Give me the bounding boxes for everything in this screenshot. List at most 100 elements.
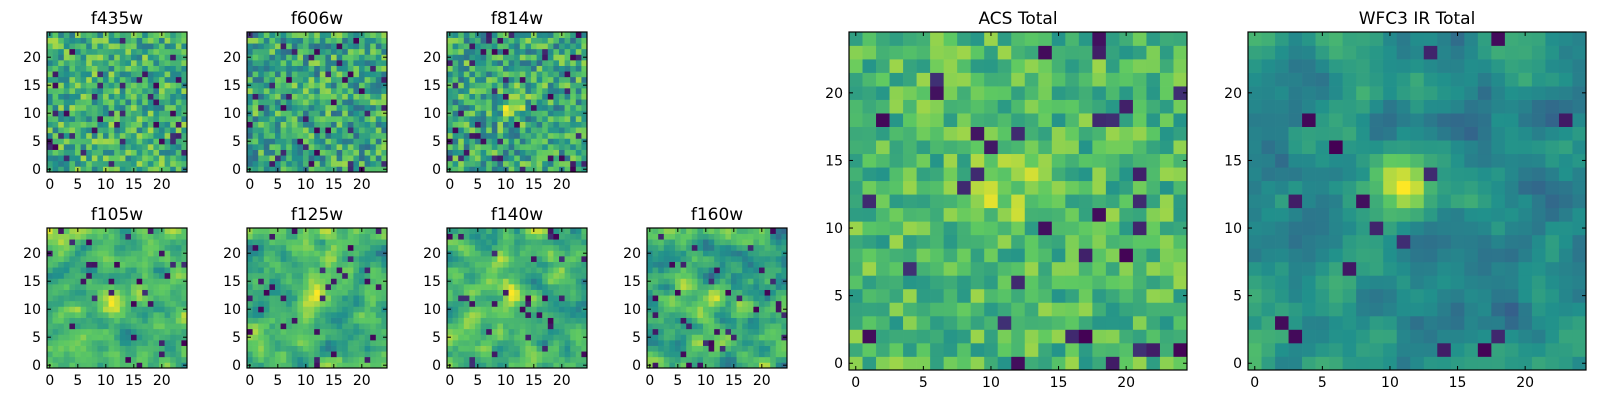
heatmap-cell [469,48,476,55]
heatmap-cell [258,166,265,173]
heatmap-cell [458,43,465,50]
heatmap-cell [1119,261,1134,276]
heatmap-cell [359,43,365,50]
heatmap-cell [781,328,788,335]
heatmap-cell [286,356,293,363]
heatmap-cell [52,233,59,240]
heatmap-cell [63,272,70,279]
heatmap-cell [547,256,554,262]
heatmap-cell [325,88,332,94]
heatmap-cell [247,48,253,55]
heatmap-cell [714,317,721,324]
heatmap-cell [291,239,298,246]
heatmap-cell [1159,275,1174,290]
heatmap-cell [52,244,59,251]
heatmap-cell [297,99,304,106]
heatmap-cell [258,71,265,78]
x-tick-label: 10 [297,177,315,193]
heatmap-cell [519,306,526,313]
heatmap-cell [1051,261,1066,276]
heatmap-cell [97,295,104,302]
heatmap-cell [475,261,481,268]
heatmap-cell [342,323,349,330]
heatmap-cell [164,278,171,285]
heatmap-cell [1159,180,1174,195]
heatmap-cell [291,340,298,346]
heatmap-cell [97,239,104,246]
heatmap-cell [731,356,737,363]
heatmap-cell [159,256,165,262]
heatmap-cell [280,239,287,246]
heatmap-cell [131,127,137,134]
heatmap-cell [1092,342,1107,357]
heatmap-cell [686,351,693,358]
heatmap-cell [469,312,476,318]
heatmap-cell [291,328,298,335]
heatmap-cell [930,342,944,357]
heatmap-cell [297,267,304,274]
heatmap-cell [308,278,315,285]
heatmap-cell [342,250,349,257]
heatmap-cell [297,334,304,341]
heatmap-cell [175,233,182,240]
heatmap-cell [170,317,177,324]
heatmap-cell [108,121,115,128]
heatmap-cell [957,302,972,317]
heatmap-cell [52,32,59,38]
heatmap-cell [286,317,293,324]
heatmap-cell [69,37,76,44]
heatmap-cell [570,300,577,307]
heatmap-cell [680,239,687,246]
heatmap-cell [75,351,81,358]
heatmap-cell [370,289,377,296]
heatmap-cell [686,317,693,324]
heatmap-cell [480,127,487,134]
heatmap-cell [142,250,149,257]
heatmap-cell [263,149,270,156]
heatmap-cell [119,356,126,363]
heatmap-cell [458,93,465,100]
heatmap-cell [63,362,70,369]
heatmap-cell [581,99,588,106]
heatmap-cell [503,71,509,78]
heatmap-cell [475,300,481,307]
heatmap-cell [142,362,149,369]
heatmap-cell [680,323,687,330]
heatmap-cell [375,121,382,128]
heatmap-cell [375,362,382,369]
heatmap-cell [647,256,653,262]
heatmap-cell [108,93,115,100]
heatmap-cell [80,116,87,122]
heatmap-cell [125,155,132,162]
heatmap-cell [80,289,87,296]
heatmap-cell [458,138,465,145]
heatmap-cell [570,295,577,302]
heatmap-cell [581,284,588,290]
heatmap-cell [497,71,504,78]
heatmap-cell [1065,234,1080,249]
heatmap-cell [275,334,281,341]
heatmap-cell [114,323,121,330]
heatmap-cell [903,167,917,182]
heatmap-cell [125,345,132,352]
heatmap-cell [147,345,154,352]
heatmap-cell [647,351,653,358]
heatmap-cell [531,289,537,296]
heatmap-cell [336,82,343,89]
heatmap-cell [714,256,721,262]
heatmap-cell [370,244,377,251]
heatmap-cell [103,356,109,363]
heatmap-cell [170,48,177,55]
heatmap-cell [286,334,293,341]
heatmap-cell [1146,167,1161,182]
heatmap-cell [1119,342,1134,357]
heatmap-cell [359,295,365,302]
heatmap-cell [486,54,493,61]
heatmap-cell [519,60,526,66]
heatmap-cell [480,149,487,156]
heatmap-cell [916,194,931,209]
heatmap-cell [503,328,509,335]
heatmap-cell [570,121,577,128]
